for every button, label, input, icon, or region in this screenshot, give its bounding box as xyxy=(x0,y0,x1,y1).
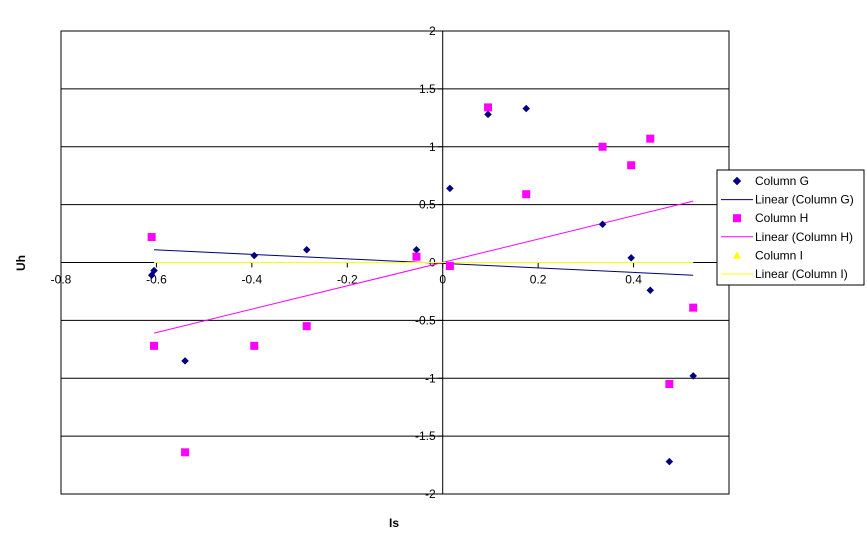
data-point-series-2-2 xyxy=(150,341,159,350)
data-point-series-2-3 xyxy=(181,448,190,457)
y-tick-label: -1.5 xyxy=(415,429,436,443)
data-point-series-1-3 xyxy=(181,357,189,365)
data-point-series-2-13 xyxy=(665,380,674,389)
x-tick-label: -0.8 xyxy=(51,273,72,287)
y-tick-label: 1 xyxy=(429,140,436,154)
data-point-series-2-9 xyxy=(522,190,531,199)
x-tick-label: -0.2 xyxy=(337,273,358,287)
data-point-series-2-14 xyxy=(689,303,698,312)
data-point-series-2-6 xyxy=(412,252,421,261)
y-axis-title: Uh xyxy=(14,255,28,271)
y-tick-label: 2 xyxy=(429,24,436,38)
y-tick-label: -0.5 xyxy=(415,313,436,327)
data-point-series-2-7 xyxy=(445,261,454,270)
legend-label: Linear (Column H) xyxy=(755,230,853,244)
legend-label: Column I xyxy=(755,248,803,262)
data-point-series-1-8 xyxy=(484,110,492,119)
data-point-series-2-12 xyxy=(646,134,655,143)
data-point-series-1-12 xyxy=(646,286,655,295)
x-tick-label: -0.4 xyxy=(242,273,263,287)
data-point-series-1-10 xyxy=(598,220,607,229)
x-tick-label: 0.2 xyxy=(530,273,547,287)
legend-label: Column H xyxy=(755,211,808,225)
legend-label: Linear (Column I) xyxy=(755,267,848,281)
y-tick-label: -2 xyxy=(425,487,436,501)
data-point-series-2-4 xyxy=(250,341,259,350)
legend: Column G Linear (Column G) Column H Linear … xyxy=(716,169,865,286)
legend-label: Column G xyxy=(755,174,809,188)
y-tick-label: 1.5 xyxy=(419,82,436,96)
data-points xyxy=(147,103,698,466)
data-point-series-2-8 xyxy=(484,103,493,112)
data-point-series-2-10 xyxy=(598,142,607,151)
data-point-series-1-4 xyxy=(250,251,259,260)
data-point-series-1-13 xyxy=(665,457,674,466)
data-point-series-2-1 xyxy=(147,233,156,242)
legend-label: Linear (Column G) xyxy=(755,193,854,207)
data-point-series-1-9 xyxy=(522,104,531,113)
data-point-series-2-5 xyxy=(302,322,311,331)
x-tick-label: 0.4 xyxy=(625,273,642,287)
y-tick-label: -1 xyxy=(425,371,436,385)
x-axis-title: Is xyxy=(389,516,399,530)
data-point-series-1-5 xyxy=(302,245,311,254)
legend-box xyxy=(716,169,865,286)
data-point-series-1-2 xyxy=(150,266,158,275)
y-tick-label: 0.5 xyxy=(419,198,436,212)
data-point-series-1-11 xyxy=(627,254,636,262)
legend-marker-3 xyxy=(733,214,741,223)
legend-marker-5 xyxy=(733,251,741,259)
data-point-series-1-14 xyxy=(689,372,698,380)
legend-marker-1 xyxy=(732,176,742,186)
data-point-series-1-7 xyxy=(446,184,454,193)
data-point-series-2-11 xyxy=(627,161,636,170)
x-tick-label: 0 xyxy=(439,273,446,287)
